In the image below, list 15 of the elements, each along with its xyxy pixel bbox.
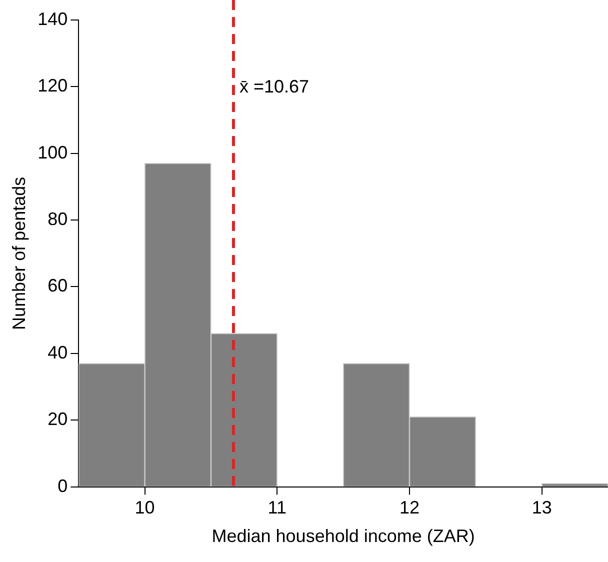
x-tick-label: 11 — [268, 498, 286, 518]
x-tick-label: 10 — [134, 498, 155, 518]
y-axis-title: Number of pentads — [8, 176, 29, 330]
y-tick-label: 0 — [58, 476, 68, 496]
x-tick-label: 12 — [399, 498, 420, 518]
y-tick-label: 80 — [48, 209, 68, 230]
y-tick-label: 120 — [38, 76, 68, 96]
y-tick-label: 20 — [48, 409, 68, 430]
x-axis-title: Median household income (ZAR) — [212, 526, 475, 546]
y-tick-label: 40 — [48, 342, 68, 362]
y-tick-label: 60 — [48, 276, 68, 296]
x-tick-label: 13 — [532, 498, 552, 518]
ref-line-label: x̄ =10.67 — [239, 76, 310, 97]
y-tick-label: 140 — [38, 8, 68, 29]
y-tick-label: 100 — [38, 142, 68, 162]
